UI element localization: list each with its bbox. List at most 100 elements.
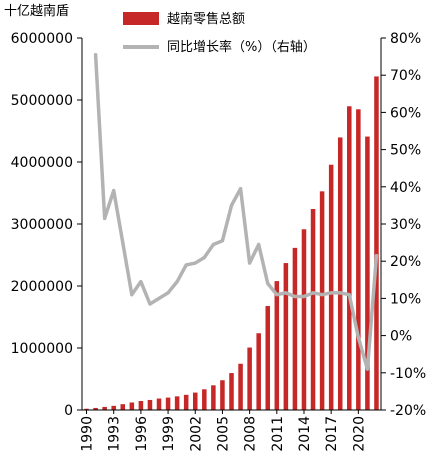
growth-point-2004 <box>211 242 215 247</box>
left-axis-ticks: 0 1000000 2000000 3000000 4000000 5000000 6000… <box>11 31 82 419</box>
x-tick-label: 2011 <box>270 416 286 452</box>
bar-2012 <box>283 263 289 410</box>
bar-2000 <box>174 396 180 410</box>
bar-2010 <box>265 306 271 410</box>
axes <box>81 38 382 411</box>
left-tick-label: 1000000 <box>11 341 73 357</box>
right-tick-label: 20% <box>390 254 421 270</box>
left-tick-label: 3000000 <box>11 217 73 233</box>
growth-line <box>93 52 379 371</box>
growth-point-1993 <box>112 188 116 193</box>
legend: 越南零售总额 同比增长率（%）（右轴） <box>123 11 316 55</box>
right-tick-label: 60% <box>390 105 421 121</box>
bar-2016 <box>319 191 325 410</box>
left-tick-label: 5000000 <box>11 93 73 109</box>
legend-swatch-retail <box>123 12 159 25</box>
left-tick-label: 6000000 <box>11 31 73 47</box>
right-tick-label: 0% <box>390 329 412 345</box>
bar-1996 <box>138 401 144 410</box>
x-tick-label: 2005 <box>215 416 231 452</box>
bar-1994 <box>120 404 126 410</box>
growth-point-1992 <box>103 216 107 221</box>
bar-1992 <box>102 406 107 410</box>
x-tick-label: 2014 <box>297 416 313 452</box>
bar-1990 <box>84 408 89 410</box>
growth-point-1996 <box>139 280 143 284</box>
growth-point-2011 <box>275 293 279 297</box>
growth-point-2013 <box>293 294 297 299</box>
x-axis-ticks: 1990 1993 1996 1999 2002 2005 2008 2011 2014 2017… <box>80 410 367 452</box>
bar-2001 <box>183 394 189 410</box>
bar-2006 <box>229 373 234 410</box>
growth-point-2015 <box>311 291 315 295</box>
growth-point-2012 <box>284 291 288 295</box>
growth-point-2021 <box>365 367 370 371</box>
right-tick-label: 50% <box>390 143 421 159</box>
growth-point-2016 <box>320 293 324 297</box>
bar-2002 <box>192 392 198 410</box>
growth-point-2018 <box>338 291 342 295</box>
bar-2017 <box>328 164 334 410</box>
growth-point-2007 <box>238 187 243 191</box>
growth-point-1997 <box>148 302 152 306</box>
bar-1999 <box>165 397 171 410</box>
bar-series <box>84 76 379 411</box>
growth-point-2009 <box>257 242 261 247</box>
bar-2007 <box>238 363 243 410</box>
x-tick-label: 1999 <box>161 416 177 452</box>
bar-2019 <box>347 106 352 410</box>
growth-point-2005 <box>220 239 225 243</box>
bar-2009 <box>256 333 261 410</box>
bar-2020 <box>356 109 361 411</box>
right-tick-label: 70% <box>390 68 421 84</box>
right-tick-label: 30% <box>390 217 421 233</box>
x-tick-label: 2017 <box>324 416 340 452</box>
growth-point-1999 <box>166 291 170 295</box>
growth-point-1998 <box>157 296 161 300</box>
growth-point-2017 <box>329 291 333 295</box>
legend-label-growth: 同比增长率（%）（右轴） <box>167 39 316 55</box>
bar-1998 <box>156 398 162 410</box>
x-tick-label: 1993 <box>107 416 123 452</box>
x-tick-label: 1990 <box>80 416 96 452</box>
growth-point-1994 <box>121 241 125 245</box>
bar-2018 <box>337 137 343 410</box>
bar-1991 <box>93 407 98 410</box>
right-tick-label: -10% <box>390 366 426 382</box>
right-tick-label: 10% <box>390 291 421 307</box>
x-tick-label: 2002 <box>188 416 204 452</box>
growth-point-2003 <box>202 255 206 260</box>
growth-point-2008 <box>248 261 252 265</box>
bar-2021 <box>365 136 370 410</box>
right-tick-label: 40% <box>390 180 421 196</box>
left-tick-label: 2000000 <box>11 279 73 295</box>
bar-2015 <box>310 209 316 410</box>
left-tick-label: 0 <box>64 403 73 419</box>
growth-line-series <box>93 52 379 371</box>
growth-point-1995 <box>130 293 134 297</box>
right-tick-label: 80% <box>390 31 421 47</box>
growth-point-2014 <box>302 294 306 299</box>
x-tick-label: 2008 <box>243 416 259 452</box>
bar-2022 <box>374 76 379 410</box>
growth-point-2000 <box>175 280 179 284</box>
bar-2005 <box>220 380 225 410</box>
bar-1997 <box>147 399 153 410</box>
growth-point-2022 <box>374 254 379 258</box>
left-axis-unit-label: 十亿越南盾 <box>4 3 69 19</box>
x-tick-label: 1996 <box>134 416 150 452</box>
growth-point-2006 <box>229 203 234 207</box>
bar-2011 <box>274 281 280 410</box>
left-tick-label: 4000000 <box>11 155 73 171</box>
bar-2004 <box>211 385 216 410</box>
growth-point-2002 <box>193 261 197 265</box>
legend-label-retail: 越南零售总额 <box>167 11 245 27</box>
bar-2008 <box>247 347 252 410</box>
right-axis-ticks: -20% -10% 0% 10% 20% 30% 40% 50% 60% 70% 80% <box>381 31 426 419</box>
bar-2013 <box>292 247 298 410</box>
growth-point-2020 <box>356 335 360 340</box>
growth-point-1991 <box>93 53 98 57</box>
bar-2014 <box>301 229 307 410</box>
growth-point-2001 <box>184 263 188 267</box>
